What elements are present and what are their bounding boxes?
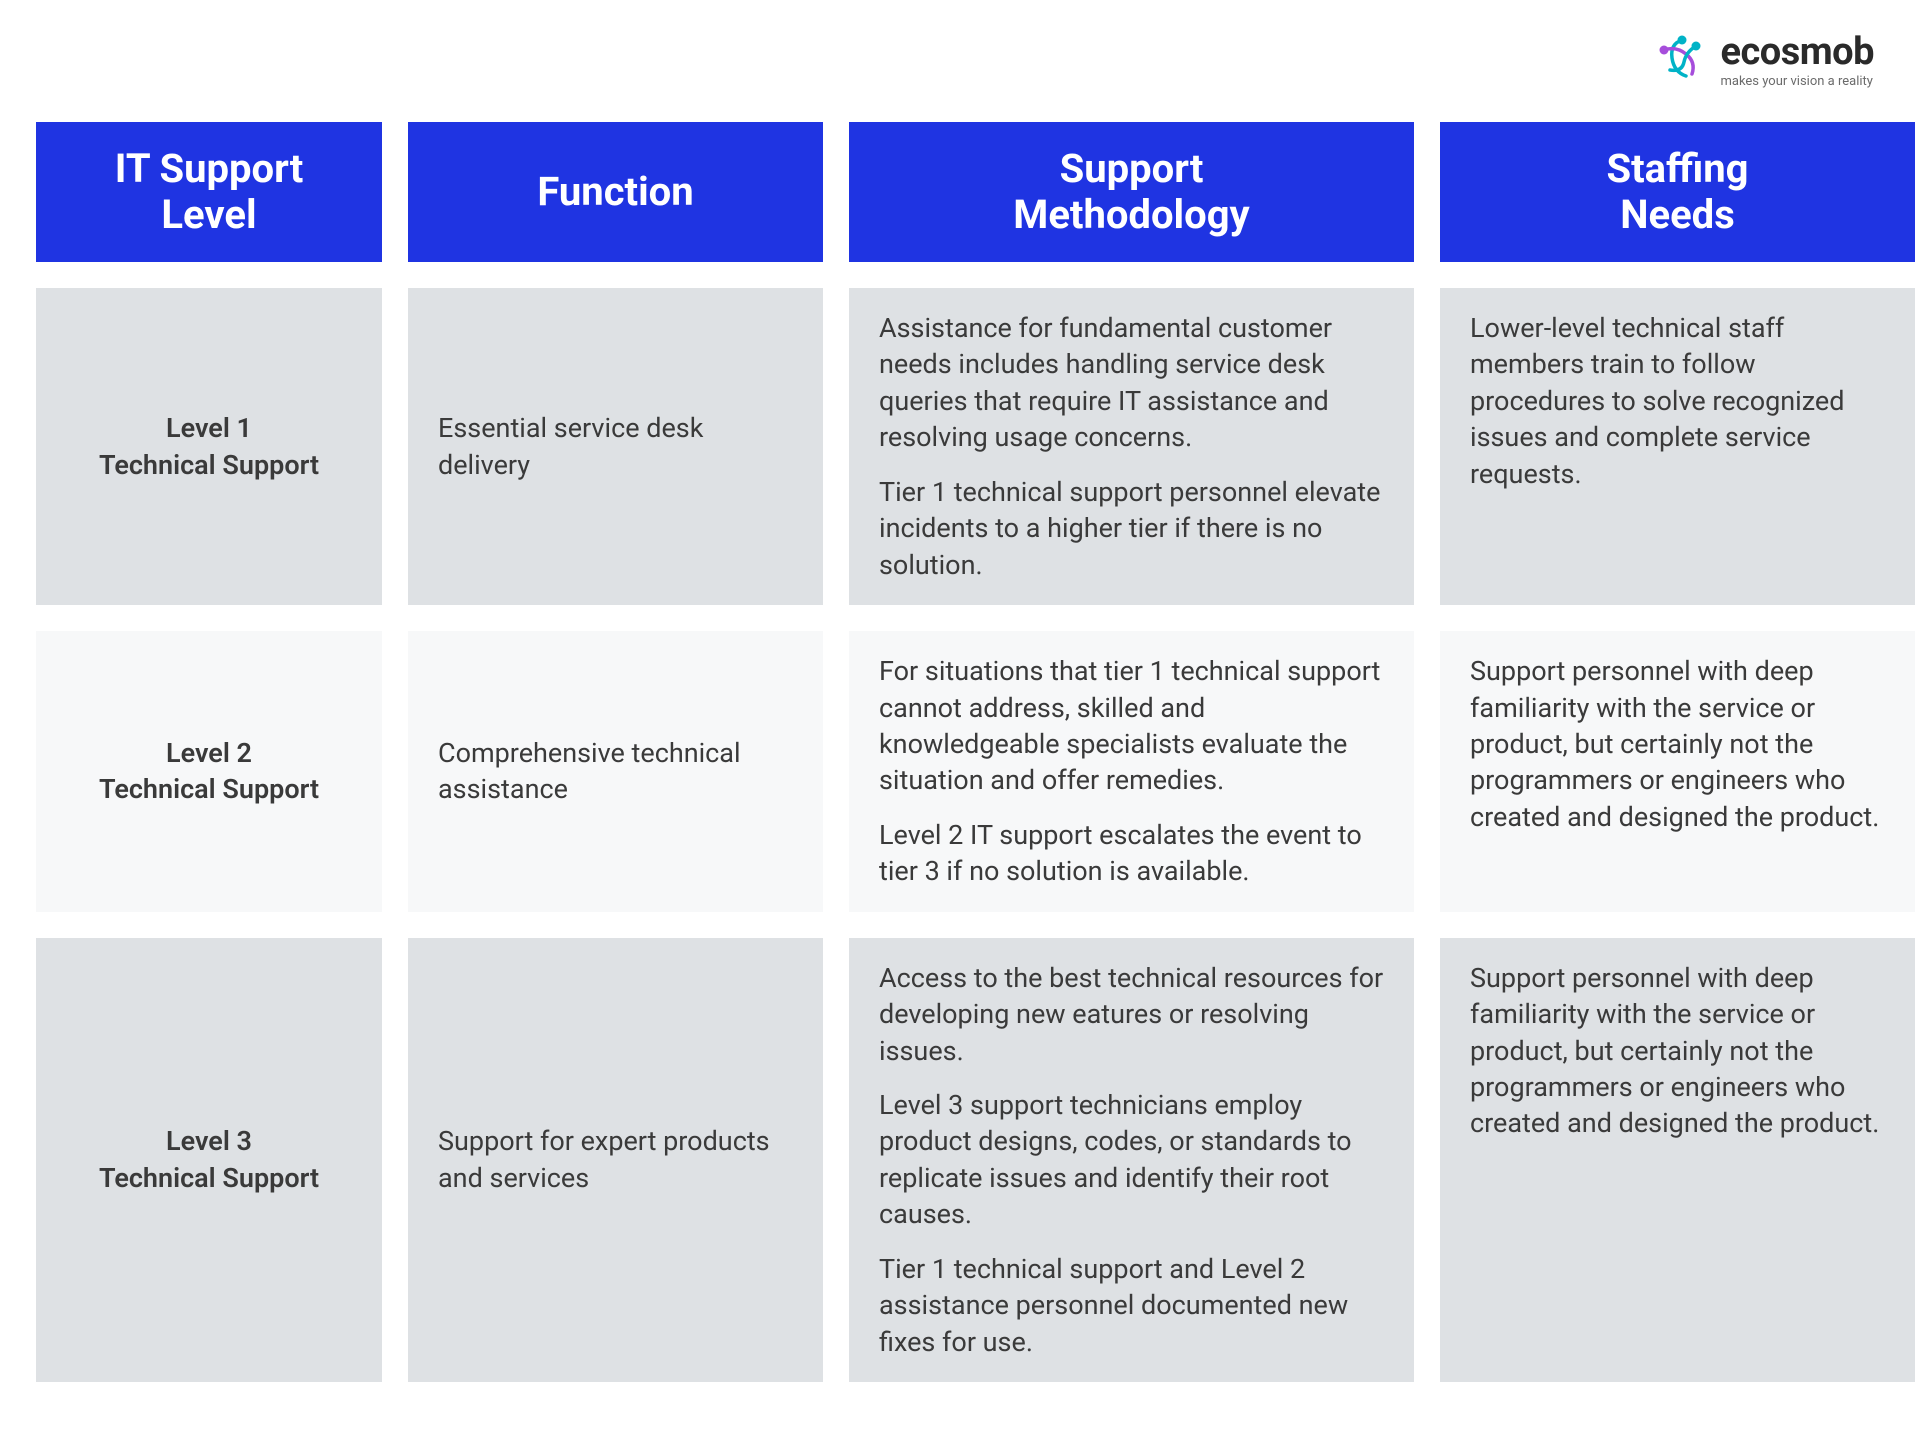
brand-name: ecosmob <box>1720 33 1874 71</box>
column-header: Function <box>408 122 823 262</box>
level-cell: Level 1Technical Support <box>36 288 382 605</box>
methodology-paragraph: Tier 1 technical support personnel eleva… <box>879 474 1384 583</box>
methodology-cell: Access to the best technical resources f… <box>849 938 1414 1382</box>
level-cell: Level 2Technical Support <box>36 631 382 912</box>
logo-row: ecosmob makes your vision a reality <box>36 30 1884 90</box>
column-header: StaffingNeeds <box>1440 122 1915 262</box>
brand-icon-dot <box>1692 42 1701 51</box>
methodology-paragraph: Access to the best technical resources f… <box>879 960 1384 1069</box>
staffing-paragraph: Support personnel with deep familiarity … <box>1470 653 1885 835</box>
staffing-paragraph: Support personnel with deep familiarity … <box>1470 960 1885 1142</box>
methodology-cell: Assistance for fundamental customer need… <box>849 288 1414 605</box>
column-header: IT SupportLevel <box>36 122 382 262</box>
methodology-paragraph: Assistance for fundamental customer need… <box>879 310 1384 456</box>
brand-text: ecosmob makes your vision a reality <box>1720 33 1874 88</box>
staffing-paragraph: Lower-level technical staff members trai… <box>1470 310 1885 492</box>
level-line2: Technical Support <box>99 447 319 483</box>
level-line1: Level 3 <box>166 1123 252 1159</box>
brand-icon-dot <box>1660 46 1669 55</box>
staffing-cell: Support personnel with deep familiarity … <box>1440 631 1915 912</box>
level-line2: Technical Support <box>99 771 319 807</box>
level-line2: Technical Support <box>99 1160 319 1196</box>
column-header: SupportMethodology <box>849 122 1414 262</box>
brand-logo: ecosmob makes your vision a reality <box>1652 30 1874 90</box>
level-line1: Level 2 <box>166 735 252 771</box>
methodology-cell: For situations that tier 1 technical sup… <box>849 631 1414 912</box>
methodology-paragraph: Level 3 support technicians employ produ… <box>879 1087 1384 1233</box>
page: ecosmob makes your vision a reality IT S… <box>0 0 1920 1418</box>
methodology-paragraph: Level 2 IT support escalates the event t… <box>879 817 1384 890</box>
staffing-cell: Support personnel with deep familiarity … <box>1440 938 1915 1382</box>
brand-icon <box>1652 30 1708 90</box>
function-cell: Essential service desk delivery <box>408 288 823 605</box>
function-cell: Comprehensive technical assistance <box>408 631 823 912</box>
level-cell: Level 3Technical Support <box>36 938 382 1382</box>
support-table: IT SupportLevelFunctionSupportMethodolog… <box>36 122 1884 1382</box>
methodology-paragraph: Tier 1 technical support and Level 2 ass… <box>879 1251 1384 1360</box>
methodology-paragraph: For situations that tier 1 technical sup… <box>879 653 1384 799</box>
staffing-cell: Lower-level technical staff members trai… <box>1440 288 1915 605</box>
brand-icon-dot <box>1678 36 1687 45</box>
level-line1: Level 1 <box>166 410 252 446</box>
brand-tagline: makes your vision a reality <box>1720 75 1874 88</box>
function-cell: Support for expert products and services <box>408 938 823 1382</box>
